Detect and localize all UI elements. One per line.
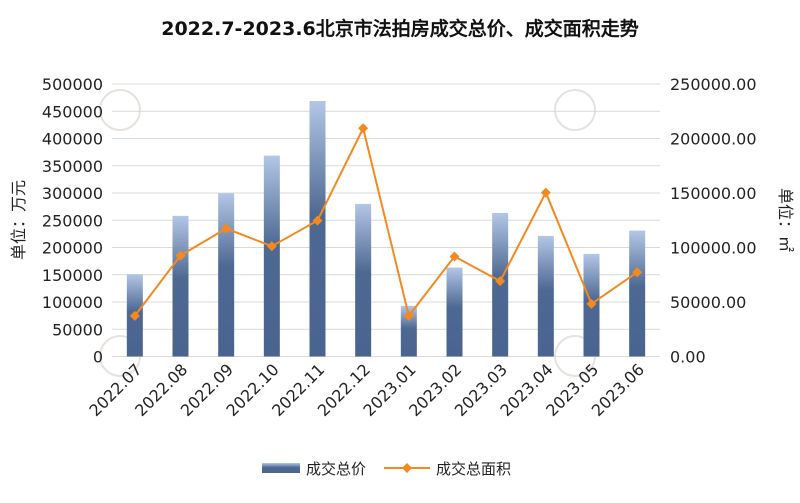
chart-title: 2022.7-2023.6北京市法拍房成交总价、成交面积走势 [161, 18, 639, 40]
line-point [403, 310, 414, 321]
legend-bar-swatch [262, 463, 300, 473]
y-left-tick-label: 500000 [42, 75, 103, 94]
bar [537, 235, 554, 357]
line-point [129, 310, 140, 321]
y-left-tick-label: 50000 [52, 320, 103, 339]
y-left-tick-label: 350000 [42, 157, 103, 176]
line-point [449, 251, 460, 262]
legend-line-label: 成交总面积 [436, 460, 511, 478]
y-right-tick-label: 0.00 [670, 348, 706, 367]
y-right-tick-label: 200000.00 [670, 130, 757, 149]
line-point [266, 241, 277, 252]
bar [355, 203, 372, 357]
y-right-tick-label: 50000.00 [670, 293, 746, 312]
legend-bar-label: 成交总价 [306, 460, 366, 478]
bar [400, 305, 417, 357]
watermark-seal-icon [99, 89, 141, 131]
line-point [495, 276, 506, 287]
watermark-seal-icon [554, 89, 596, 131]
y-left-tick-label: 150000 [42, 266, 103, 285]
y-left-tick-label: 250000 [42, 211, 103, 230]
bar [309, 101, 326, 357]
y-right-tick-label: 100000.00 [670, 239, 757, 258]
line-point [586, 298, 597, 309]
line-point [312, 215, 323, 226]
y-left-tick-label: 100000 [42, 293, 103, 312]
y-left-tick-label: 200000 [42, 239, 103, 258]
y-right-tick-label: 250000.00 [670, 75, 757, 94]
y-left-tick-label: 0 [93, 348, 103, 367]
line-point [358, 123, 369, 134]
bar [172, 215, 189, 357]
y-left-tick-label: 450000 [42, 102, 103, 121]
bar [446, 267, 463, 357]
y-left-axis-title: 单位：万元 [9, 180, 28, 260]
bar [218, 193, 235, 357]
y-left-tick-label: 400000 [42, 130, 103, 149]
line-point [540, 187, 551, 198]
y-right-tick-label: 150000.00 [670, 184, 757, 203]
line-point [175, 250, 186, 261]
line-series [134, 125, 638, 319]
line-point [632, 267, 643, 278]
legend-line-marker [402, 463, 412, 473]
y-right-axis-title: 单位：㎡ [776, 188, 795, 252]
y-left-tick-label: 300000 [42, 184, 103, 203]
line-point [221, 223, 232, 234]
bar [263, 155, 280, 357]
bar [629, 230, 646, 357]
